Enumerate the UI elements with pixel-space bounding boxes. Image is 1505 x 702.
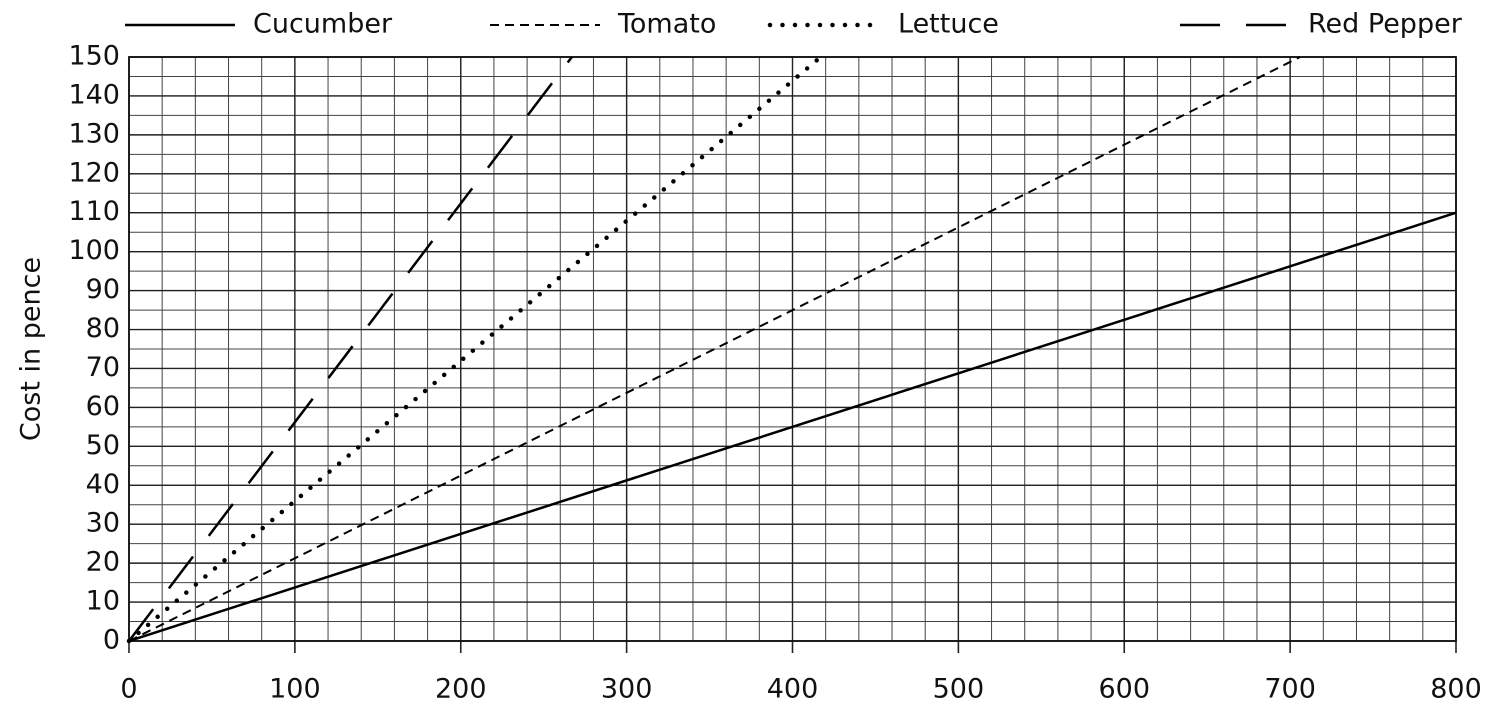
y-tick-label: 130 bbox=[68, 118, 120, 149]
y-tick-label: 140 bbox=[68, 79, 120, 110]
y-tick-label: 150 bbox=[68, 41, 120, 72]
x-tick-label: 200 bbox=[435, 674, 487, 702]
y-axis-label: Cost in pence bbox=[16, 257, 47, 441]
x-tick-label: 500 bbox=[933, 674, 985, 702]
legend-label: Cucumber bbox=[253, 9, 393, 40]
y-tick-label: 40 bbox=[86, 469, 120, 500]
y-tick-label: 70 bbox=[86, 352, 120, 383]
legend-label: Red Pepper bbox=[1308, 9, 1463, 40]
y-tick-label: 120 bbox=[68, 157, 120, 188]
y-tick-label: 60 bbox=[86, 391, 120, 422]
legend-label: Lettuce bbox=[898, 9, 999, 40]
legend-label: Tomato bbox=[617, 9, 716, 40]
y-tick-label: 10 bbox=[86, 586, 120, 617]
x-tick-label: 700 bbox=[1264, 674, 1316, 702]
plot-border bbox=[128, 56, 1457, 642]
y-tick-label: 110 bbox=[68, 196, 120, 227]
series-line bbox=[128, 211, 1457, 643]
series-line bbox=[126, 54, 823, 644]
x-tick-label: 300 bbox=[601, 674, 653, 702]
y-tick-label: 30 bbox=[86, 508, 120, 539]
y-tick-label: 50 bbox=[86, 430, 120, 461]
series-line bbox=[128, 56, 1301, 642]
x-tick-label: 100 bbox=[269, 674, 321, 702]
y-tick-label: 0 bbox=[103, 625, 120, 656]
y-tick-label: 20 bbox=[86, 547, 120, 578]
x-tick-label: 0 bbox=[120, 674, 137, 702]
y-tick-label: 100 bbox=[68, 235, 120, 266]
x-tick-label: 800 bbox=[1430, 674, 1482, 702]
series-line bbox=[128, 56, 573, 642]
y-tick-label: 90 bbox=[86, 274, 120, 305]
x-tick-label: 400 bbox=[767, 674, 819, 702]
y-tick-label: 80 bbox=[86, 313, 120, 344]
x-tick-label: 600 bbox=[1098, 674, 1150, 702]
